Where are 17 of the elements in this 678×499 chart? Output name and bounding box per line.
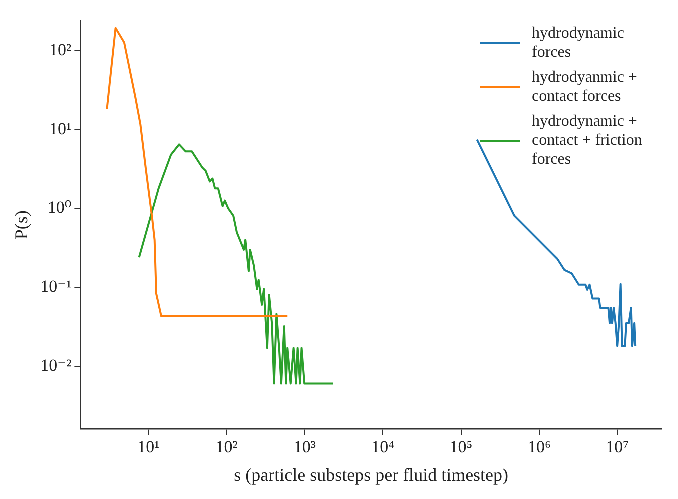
y-tick-label: 10⁻¹ xyxy=(40,276,72,296)
x-axis-title: s (particle substeps per fluid timestep) xyxy=(234,464,509,485)
y-tick-label: 10⁻² xyxy=(40,356,72,375)
legend-label: hydrodynamic + contact + friction forces xyxy=(532,112,644,169)
x-tick-label: 10⁷ xyxy=(606,438,630,457)
x-tick-label: 10³ xyxy=(294,438,316,457)
x-tick-label: 10⁵ xyxy=(450,438,473,457)
legend-label: hydrodynamic forces xyxy=(532,24,626,62)
x-tick-label: 10² xyxy=(216,438,238,457)
legend-label: hydrodyanmic + contact forces xyxy=(532,68,638,106)
x-tick-label: 10⁴ xyxy=(372,438,395,457)
y-tick-label: 10² xyxy=(50,40,72,60)
y-axis-title: P(s) xyxy=(12,210,32,240)
y-tick-label: 10¹ xyxy=(50,119,72,138)
x-tick-label: 10¹ xyxy=(138,438,160,457)
y-tick-label: 10⁰ xyxy=(48,198,72,218)
x-tick-label: 10⁶ xyxy=(528,438,551,457)
